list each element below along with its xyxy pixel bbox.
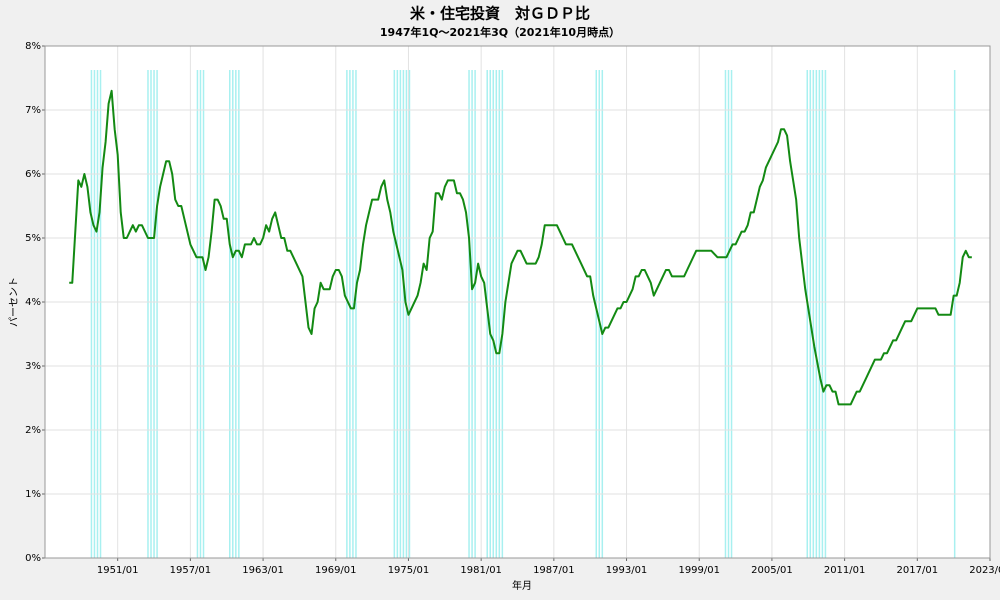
- x-axis-label: 年月: [512, 579, 532, 592]
- chart-subtitle: 1947年1Q～2021年3Q（2021年10月時点）: [380, 25, 620, 39]
- x-tick-label: 1969/01: [315, 565, 357, 576]
- x-tick-label: 1987/01: [533, 565, 575, 576]
- x-tick-label: 1981/01: [460, 565, 502, 576]
- plot-border: [44, 45, 991, 559]
- data-line: [69, 89, 972, 406]
- y-tick-label: 0%: [25, 553, 41, 564]
- x-tick-label: 2005/01: [751, 565, 793, 576]
- recession: [595, 70, 604, 558]
- x-tick-label: 2017/01: [897, 565, 939, 576]
- x-tick-label: 2023/01: [969, 565, 1000, 576]
- y-tick-label: 1%: [25, 489, 41, 500]
- y-tick-label: 2%: [25, 425, 41, 436]
- x-tick-label: 1993/01: [606, 565, 648, 576]
- y-tick-label: 6%: [25, 169, 41, 180]
- y-tick-label: 7%: [25, 105, 41, 116]
- recession: [486, 70, 504, 558]
- chart-title: 米・住宅投資 対ＧＤＰ比: [410, 5, 590, 23]
- recession: [806, 70, 827, 558]
- y-tick-label: 8%: [25, 41, 41, 52]
- recession: [724, 70, 733, 558]
- recession: [393, 70, 411, 558]
- recession: [90, 70, 102, 558]
- recession: [229, 70, 240, 558]
- y-tick-label: 4%: [25, 297, 41, 308]
- x-tick-label: 1975/01: [388, 565, 430, 576]
- x-tick-label: 1999/01: [678, 565, 720, 576]
- x-tick-label: 1951/01: [97, 565, 139, 576]
- recession: [196, 70, 205, 558]
- x-tick-label: 2011/01: [824, 565, 866, 576]
- recession: [468, 70, 476, 558]
- x-tick-label: 1957/01: [170, 565, 212, 576]
- y-tick-label: 5%: [25, 233, 41, 244]
- y-tick-label: 3%: [25, 361, 41, 372]
- recession: [346, 70, 357, 558]
- recession: [147, 70, 158, 558]
- y-axis-label: パーセント: [8, 277, 20, 327]
- x-tick-label: 1963/01: [242, 565, 284, 576]
